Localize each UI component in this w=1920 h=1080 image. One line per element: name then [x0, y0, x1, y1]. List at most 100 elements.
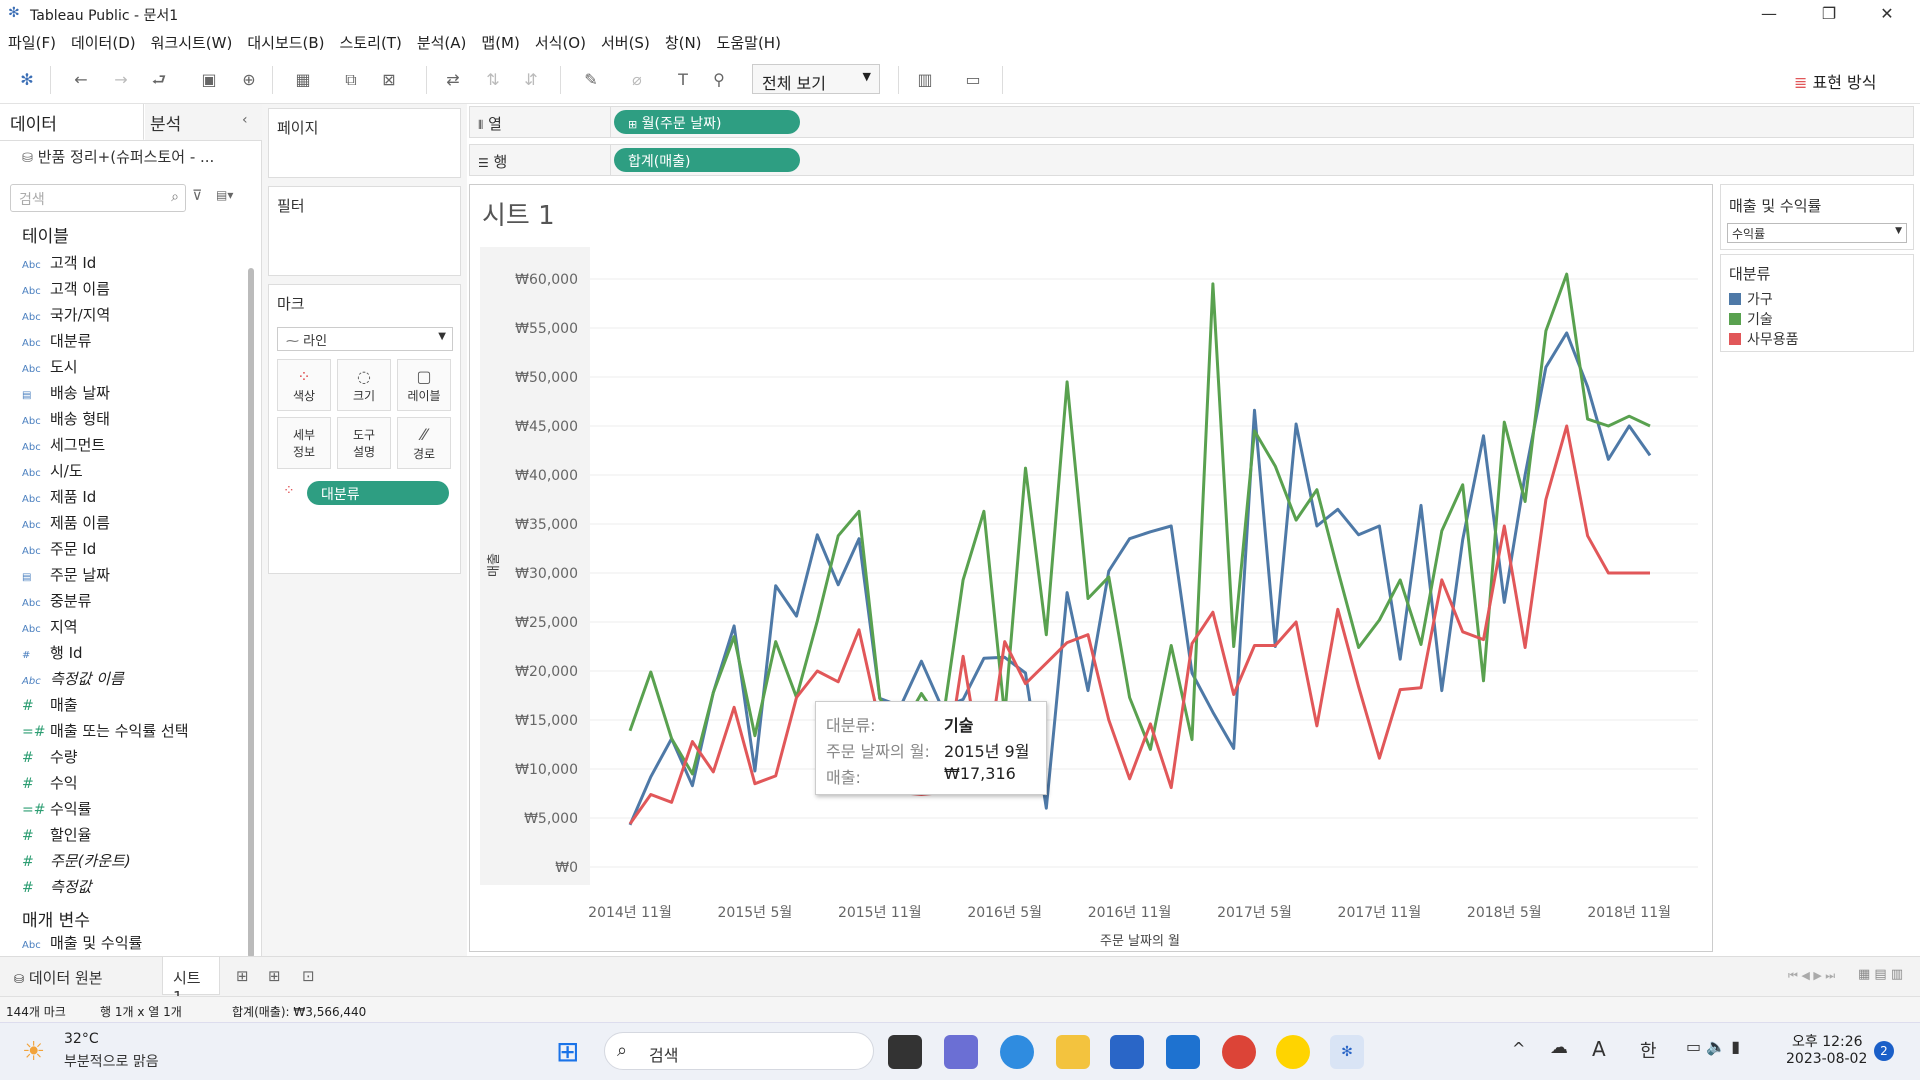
data-point[interactable] — [1399, 578, 1402, 581]
menu-window[interactable]: 창(N) — [664, 34, 702, 52]
field-item[interactable]: Abc 세그먼트 — [22, 434, 105, 458]
data-point[interactable] — [712, 691, 715, 694]
data-point[interactable] — [1440, 578, 1443, 581]
data-point[interactable] — [1107, 719, 1110, 722]
onedrive-icon[interactable]: ☁ — [1550, 1037, 1568, 1058]
legend-item[interactable]: 기술 — [1729, 309, 1773, 329]
minimize-button[interactable]: — — [1761, 4, 1777, 23]
tab-data[interactable]: 데이터 — [10, 115, 57, 135]
data-point[interactable] — [1461, 630, 1464, 633]
data-point[interactable] — [1503, 524, 1506, 527]
data-point[interactable] — [774, 774, 777, 777]
start-icon[interactable]: ⊞ — [556, 1035, 580, 1068]
data-point[interactable] — [1024, 467, 1027, 470]
menu-help[interactable]: 도움말(H) — [716, 34, 781, 52]
data-point[interactable] — [1565, 331, 1568, 334]
data-point[interactable] — [1045, 662, 1048, 665]
data-point[interactable] — [1357, 685, 1360, 688]
data-point[interactable] — [1170, 524, 1173, 527]
data-point[interactable] — [649, 670, 652, 673]
data-point[interactable] — [920, 692, 923, 695]
data-point[interactable] — [1170, 644, 1173, 647]
highlight-icon[interactable]: ✎ — [584, 70, 598, 89]
tab-analytics[interactable]: 분석 — [150, 115, 182, 135]
data-point[interactable] — [1420, 686, 1423, 689]
data-point[interactable] — [982, 510, 985, 513]
chrome-icon[interactable] — [1222, 1035, 1256, 1069]
data-point[interactable] — [1107, 570, 1110, 573]
field-item[interactable]: =# 수익률 — [22, 798, 91, 822]
data-point[interactable] — [1649, 454, 1652, 457]
legend-item[interactable]: 사무용품 — [1729, 329, 1799, 349]
data-point[interactable] — [1565, 425, 1568, 428]
data-point[interactable] — [733, 706, 736, 709]
duplicate-sheet-icon[interactable]: ⧉ — [345, 70, 357, 89]
data-point[interactable] — [1024, 682, 1027, 685]
data-point[interactable] — [1482, 638, 1485, 641]
field-item[interactable]: # 매출 — [22, 694, 78, 718]
menu-format[interactable]: 서식(O) — [534, 34, 586, 52]
data-point[interactable] — [733, 624, 736, 627]
field-item[interactable]: ▤ 주문 날짜 — [22, 564, 110, 588]
kakaotalk-icon[interactable] — [1276, 1035, 1310, 1069]
ime-mode[interactable]: A — [1592, 1037, 1606, 1061]
sort-desc-icon[interactable]: ⇵ — [524, 70, 538, 89]
data-point[interactable] — [1524, 500, 1527, 503]
menu-analysis[interactable]: 분석(A) — [416, 34, 467, 52]
parameter-dropdown[interactable]: 수익률 ▼ — [1727, 223, 1907, 243]
filter-icon[interactable]: ⊽ — [192, 188, 203, 204]
undo-icon[interactable]: ← — [74, 70, 88, 89]
field-item[interactable]: # 행 Id — [22, 642, 83, 666]
data-point[interactable] — [1607, 425, 1610, 428]
mail-icon[interactable] — [1166, 1035, 1200, 1069]
data-point[interactable] — [1378, 524, 1381, 527]
data-point[interactable] — [1024, 671, 1027, 674]
show-me-button[interactable]: ≣ 표현 방식 — [1794, 73, 1877, 92]
data-point[interactable] — [1066, 591, 1069, 594]
scrollbar[interactable] — [248, 268, 254, 958]
data-point[interactable] — [1357, 533, 1360, 536]
data-point[interactable] — [1191, 738, 1194, 741]
data-point[interactable] — [795, 615, 798, 618]
weather-icon[interactable]: ☀ — [22, 1037, 46, 1067]
data-point[interactable] — [1420, 643, 1423, 646]
size-button[interactable]: ◌ 크기 — [337, 359, 391, 411]
data-point[interactable] — [1191, 671, 1194, 674]
pages-shelf[interactable]: 페이지 — [268, 108, 461, 178]
maximize-button[interactable]: ❐ — [1821, 4, 1837, 23]
menu-map[interactable]: 맵(M) — [481, 34, 520, 52]
tab-sheet-1[interactable]: 시트 1 — [162, 957, 220, 1006]
data-point[interactable] — [1586, 418, 1589, 421]
data-point[interactable] — [1586, 534, 1589, 537]
close-button[interactable]: ✕ — [1880, 4, 1894, 23]
data-point[interactable] — [1253, 644, 1256, 647]
path-button[interactable]: ⁄⁄ 경로 — [397, 417, 451, 469]
field-item[interactable]: Abc 배송 형태 — [22, 408, 110, 432]
detail-button[interactable]: 세부 정보 — [277, 417, 331, 469]
data-point[interactable] — [1399, 688, 1402, 691]
data-point[interactable] — [1045, 633, 1048, 636]
data-point[interactable] — [1378, 757, 1381, 760]
data-point[interactable] — [691, 772, 694, 775]
swap-icon[interactable]: ⇄ — [446, 70, 460, 89]
fit-dropdown[interactable]: 전체 보기 ▼ — [752, 64, 880, 94]
data-point[interactable] — [962, 578, 965, 581]
tray-overflow-icon[interactable]: ^ — [1512, 1039, 1526, 1058]
series-line-1[interactable] — [628, 272, 1651, 776]
data-point[interactable] — [1211, 282, 1214, 285]
data-point[interactable] — [691, 784, 694, 787]
clock-time[interactable]: 오후 12:26 — [1792, 1034, 1863, 1050]
data-point[interactable] — [733, 635, 736, 638]
collapse-icon[interactable]: ‹ — [242, 112, 248, 128]
menu-data[interactable]: 데이터(D) — [70, 34, 136, 52]
field-item[interactable]: ▤ 배송 날짜 — [22, 382, 110, 406]
field-item[interactable]: Abc 고객 이름 — [22, 278, 110, 302]
data-point[interactable] — [1607, 458, 1610, 461]
data-point[interactable] — [878, 697, 881, 700]
data-point[interactable] — [795, 696, 798, 699]
data-point[interactable] — [1649, 425, 1652, 428]
field-item[interactable]: Abc 제품 Id — [22, 486, 96, 510]
data-point[interactable] — [1336, 508, 1339, 511]
store-icon[interactable] — [1110, 1035, 1144, 1069]
data-point[interactable] — [1503, 601, 1506, 604]
